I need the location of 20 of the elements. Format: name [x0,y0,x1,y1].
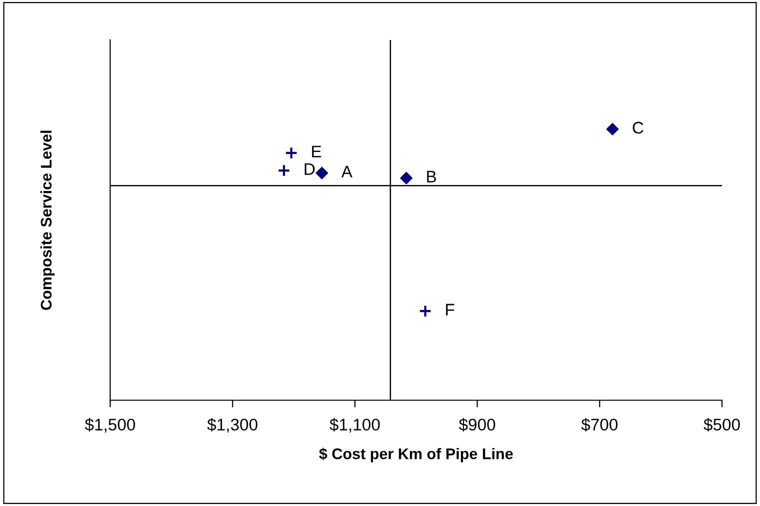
point [400,172,413,184]
x-tick-label: $1,300 [207,418,258,433]
x-axis-title: $ Cost per Km of Pipe Line [319,448,513,462]
point [606,122,619,136]
annotation: F [446,304,454,316]
annotation: A [341,166,352,178]
annotation: E [312,146,322,158]
point [278,164,290,177]
annotation: B [427,170,436,182]
annotation: C [632,122,644,134]
x-tick-label: $1,100 [330,418,380,433]
y-axis-title: Composite Service Level [40,130,55,310]
point [418,304,432,318]
point [284,146,298,160]
annotation: D [304,163,315,175]
x-tick-label: $900 [458,418,496,432]
point [316,166,328,180]
x-tick-label: $700 [581,418,618,432]
x-tick-label: $1,500 [84,418,136,433]
x-tick-label: $500 [704,418,740,432]
